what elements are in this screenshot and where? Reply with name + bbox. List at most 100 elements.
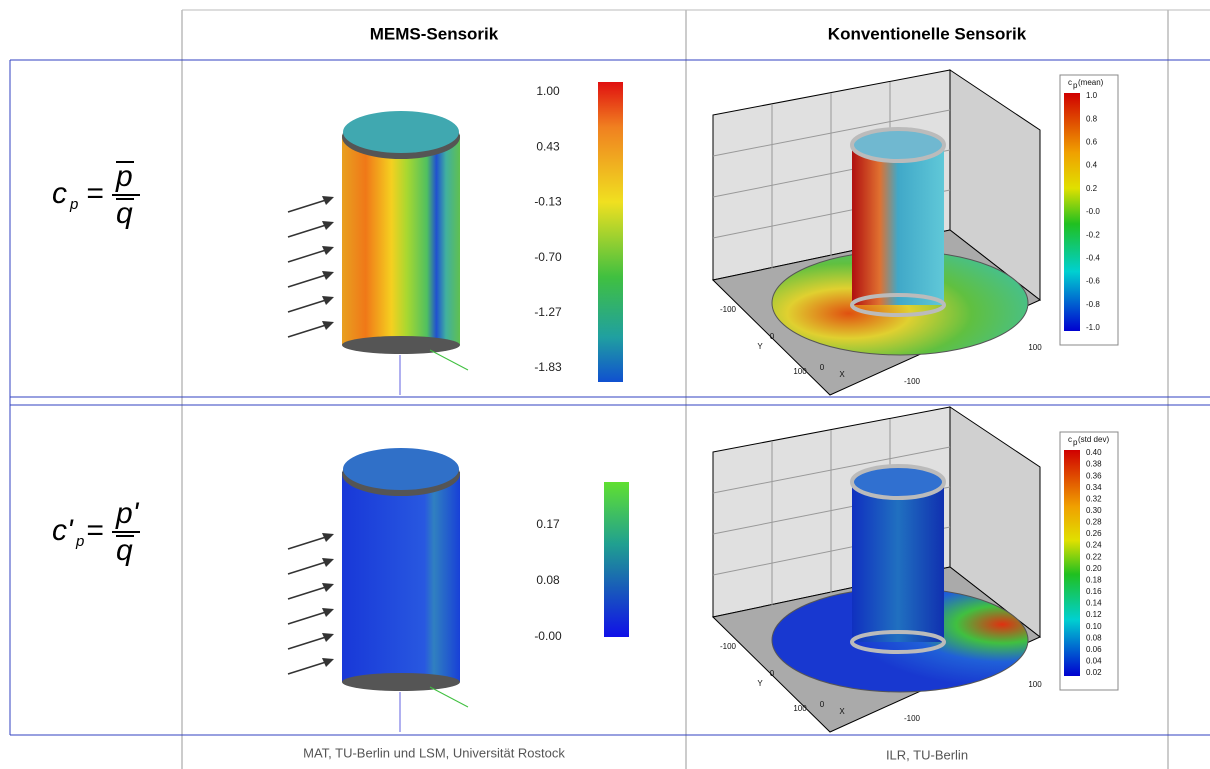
colorbar-label: 0.43 xyxy=(536,139,560,153)
flow-arrow xyxy=(288,537,326,549)
formula-subscript: p xyxy=(69,196,78,213)
formula-numerator: p' xyxy=(115,497,140,530)
flow-arrow xyxy=(288,225,326,237)
formula-denominator: q xyxy=(116,534,133,567)
axis-label: 100 xyxy=(1028,343,1042,352)
legend-label: 0.24 xyxy=(1086,541,1102,550)
page: MEMS-Sensorik Konventionelle Sensorik MA… xyxy=(0,0,1210,769)
cylinder-bottom xyxy=(342,336,460,354)
colorbar-label: -0.00 xyxy=(534,629,562,643)
formula-symbol: c' xyxy=(52,514,74,547)
legend-label: 0.06 xyxy=(1086,645,1102,654)
legend-colorbar xyxy=(1064,450,1080,676)
legend-label: 0.32 xyxy=(1086,494,1102,503)
axis-label: Y xyxy=(757,679,763,688)
flow-arrow xyxy=(288,587,326,599)
axis-label: X xyxy=(839,707,845,716)
legend-label: 0.16 xyxy=(1086,587,1102,596)
legend-title: (std dev) xyxy=(1078,435,1109,444)
legend-label: -0.4 xyxy=(1086,254,1100,263)
legend-symbol: c xyxy=(1068,78,1072,87)
flow-arrow xyxy=(288,275,326,287)
axis-line xyxy=(430,687,468,707)
cylinder-bottom xyxy=(342,673,460,691)
colorbar-label: -0.13 xyxy=(534,195,562,209)
colorbar-label: -0.70 xyxy=(534,250,562,264)
formula-equals: = xyxy=(86,177,104,210)
legend-label: -0.6 xyxy=(1086,277,1100,286)
legend-label: 0.12 xyxy=(1086,610,1102,619)
cylinder-top xyxy=(852,129,944,161)
legend-title: (mean) xyxy=(1078,78,1104,87)
colorbar-label: 0.17 xyxy=(536,517,560,531)
legend-label: -0.2 xyxy=(1086,230,1100,239)
cylinder-top xyxy=(852,466,944,498)
flow-arrow xyxy=(288,562,326,574)
axis-label: -100 xyxy=(720,642,737,651)
colorbar-label: -1.27 xyxy=(534,305,562,319)
legend-label: 0.04 xyxy=(1086,657,1102,666)
column-header: MEMS-Sensorik xyxy=(370,24,499,43)
legend-label: 0.40 xyxy=(1086,448,1102,457)
credit: ILR, TU-Berlin xyxy=(886,747,968,762)
legend-label: 0.10 xyxy=(1086,622,1102,631)
axis-label: X xyxy=(839,370,845,379)
cylinder-body xyxy=(852,145,944,305)
legend-label: 0.28 xyxy=(1086,518,1102,527)
axis-label: 0 xyxy=(820,700,825,709)
flow-arrow xyxy=(288,612,326,624)
axis-label: -100 xyxy=(904,714,921,723)
colorbar-label: 1.00 xyxy=(536,84,560,98)
formula-subscript: p xyxy=(75,533,84,550)
flow-arrow xyxy=(288,662,326,674)
flow-arrow xyxy=(288,637,326,649)
legend-label: 0.34 xyxy=(1086,483,1102,492)
axis-label: -100 xyxy=(720,305,737,314)
cylinder-top xyxy=(343,111,459,153)
credit: MAT, TU-Berlin und LSM, Universität Rost… xyxy=(303,745,565,760)
legend-label: -0.0 xyxy=(1086,207,1100,216)
cylinder-body xyxy=(342,135,460,345)
legend-label: 0.14 xyxy=(1086,599,1102,608)
legend-label: 0.36 xyxy=(1086,471,1102,480)
legend-label: 0.4 xyxy=(1086,161,1098,170)
legend-label: 0.8 xyxy=(1086,114,1098,123)
flow-arrow xyxy=(288,250,326,262)
legend-label: 0.2 xyxy=(1086,184,1098,193)
colorbar-label: -1.83 xyxy=(534,360,562,374)
formula-symbol: c xyxy=(52,177,67,210)
axis-line xyxy=(430,350,468,370)
axis-label: 0 xyxy=(770,332,775,341)
formula-equals: = xyxy=(86,514,104,547)
formula-numerator: p xyxy=(115,160,133,193)
colorbar xyxy=(598,82,623,382)
flow-arrow xyxy=(288,300,326,312)
legend-label: 0.02 xyxy=(1086,668,1102,677)
axis-label: Y xyxy=(757,342,763,351)
legend-label: 0.6 xyxy=(1086,138,1098,147)
legend-label: -0.8 xyxy=(1086,300,1100,309)
legend-label: 0.30 xyxy=(1086,506,1102,515)
legend-symbol: c xyxy=(1068,435,1072,444)
legend-label: 0.22 xyxy=(1086,552,1102,561)
formula-denominator: q xyxy=(116,197,133,230)
legend-label: 1.0 xyxy=(1086,91,1098,100)
axis-label: 0 xyxy=(770,669,775,678)
cylinder-top xyxy=(343,448,459,490)
cylinder-body xyxy=(852,482,944,642)
legend-colorbar xyxy=(1064,93,1080,331)
legend-label: 0.26 xyxy=(1086,529,1102,538)
legend-label: 0.20 xyxy=(1086,564,1102,573)
axis-label: 0 xyxy=(820,363,825,372)
legend-label: 0.38 xyxy=(1086,460,1102,469)
cylinder-body xyxy=(342,472,460,682)
column-header: Konventionelle Sensorik xyxy=(828,24,1027,43)
legend-label: 0.08 xyxy=(1086,633,1102,642)
flow-arrow xyxy=(288,325,326,337)
colorbar xyxy=(604,482,629,637)
axis-label: 100 xyxy=(1028,680,1042,689)
flow-arrow xyxy=(288,200,326,212)
legend-label: -1.0 xyxy=(1086,323,1100,332)
colorbar-label: 0.08 xyxy=(536,573,560,587)
axis-label: -100 xyxy=(904,377,921,386)
